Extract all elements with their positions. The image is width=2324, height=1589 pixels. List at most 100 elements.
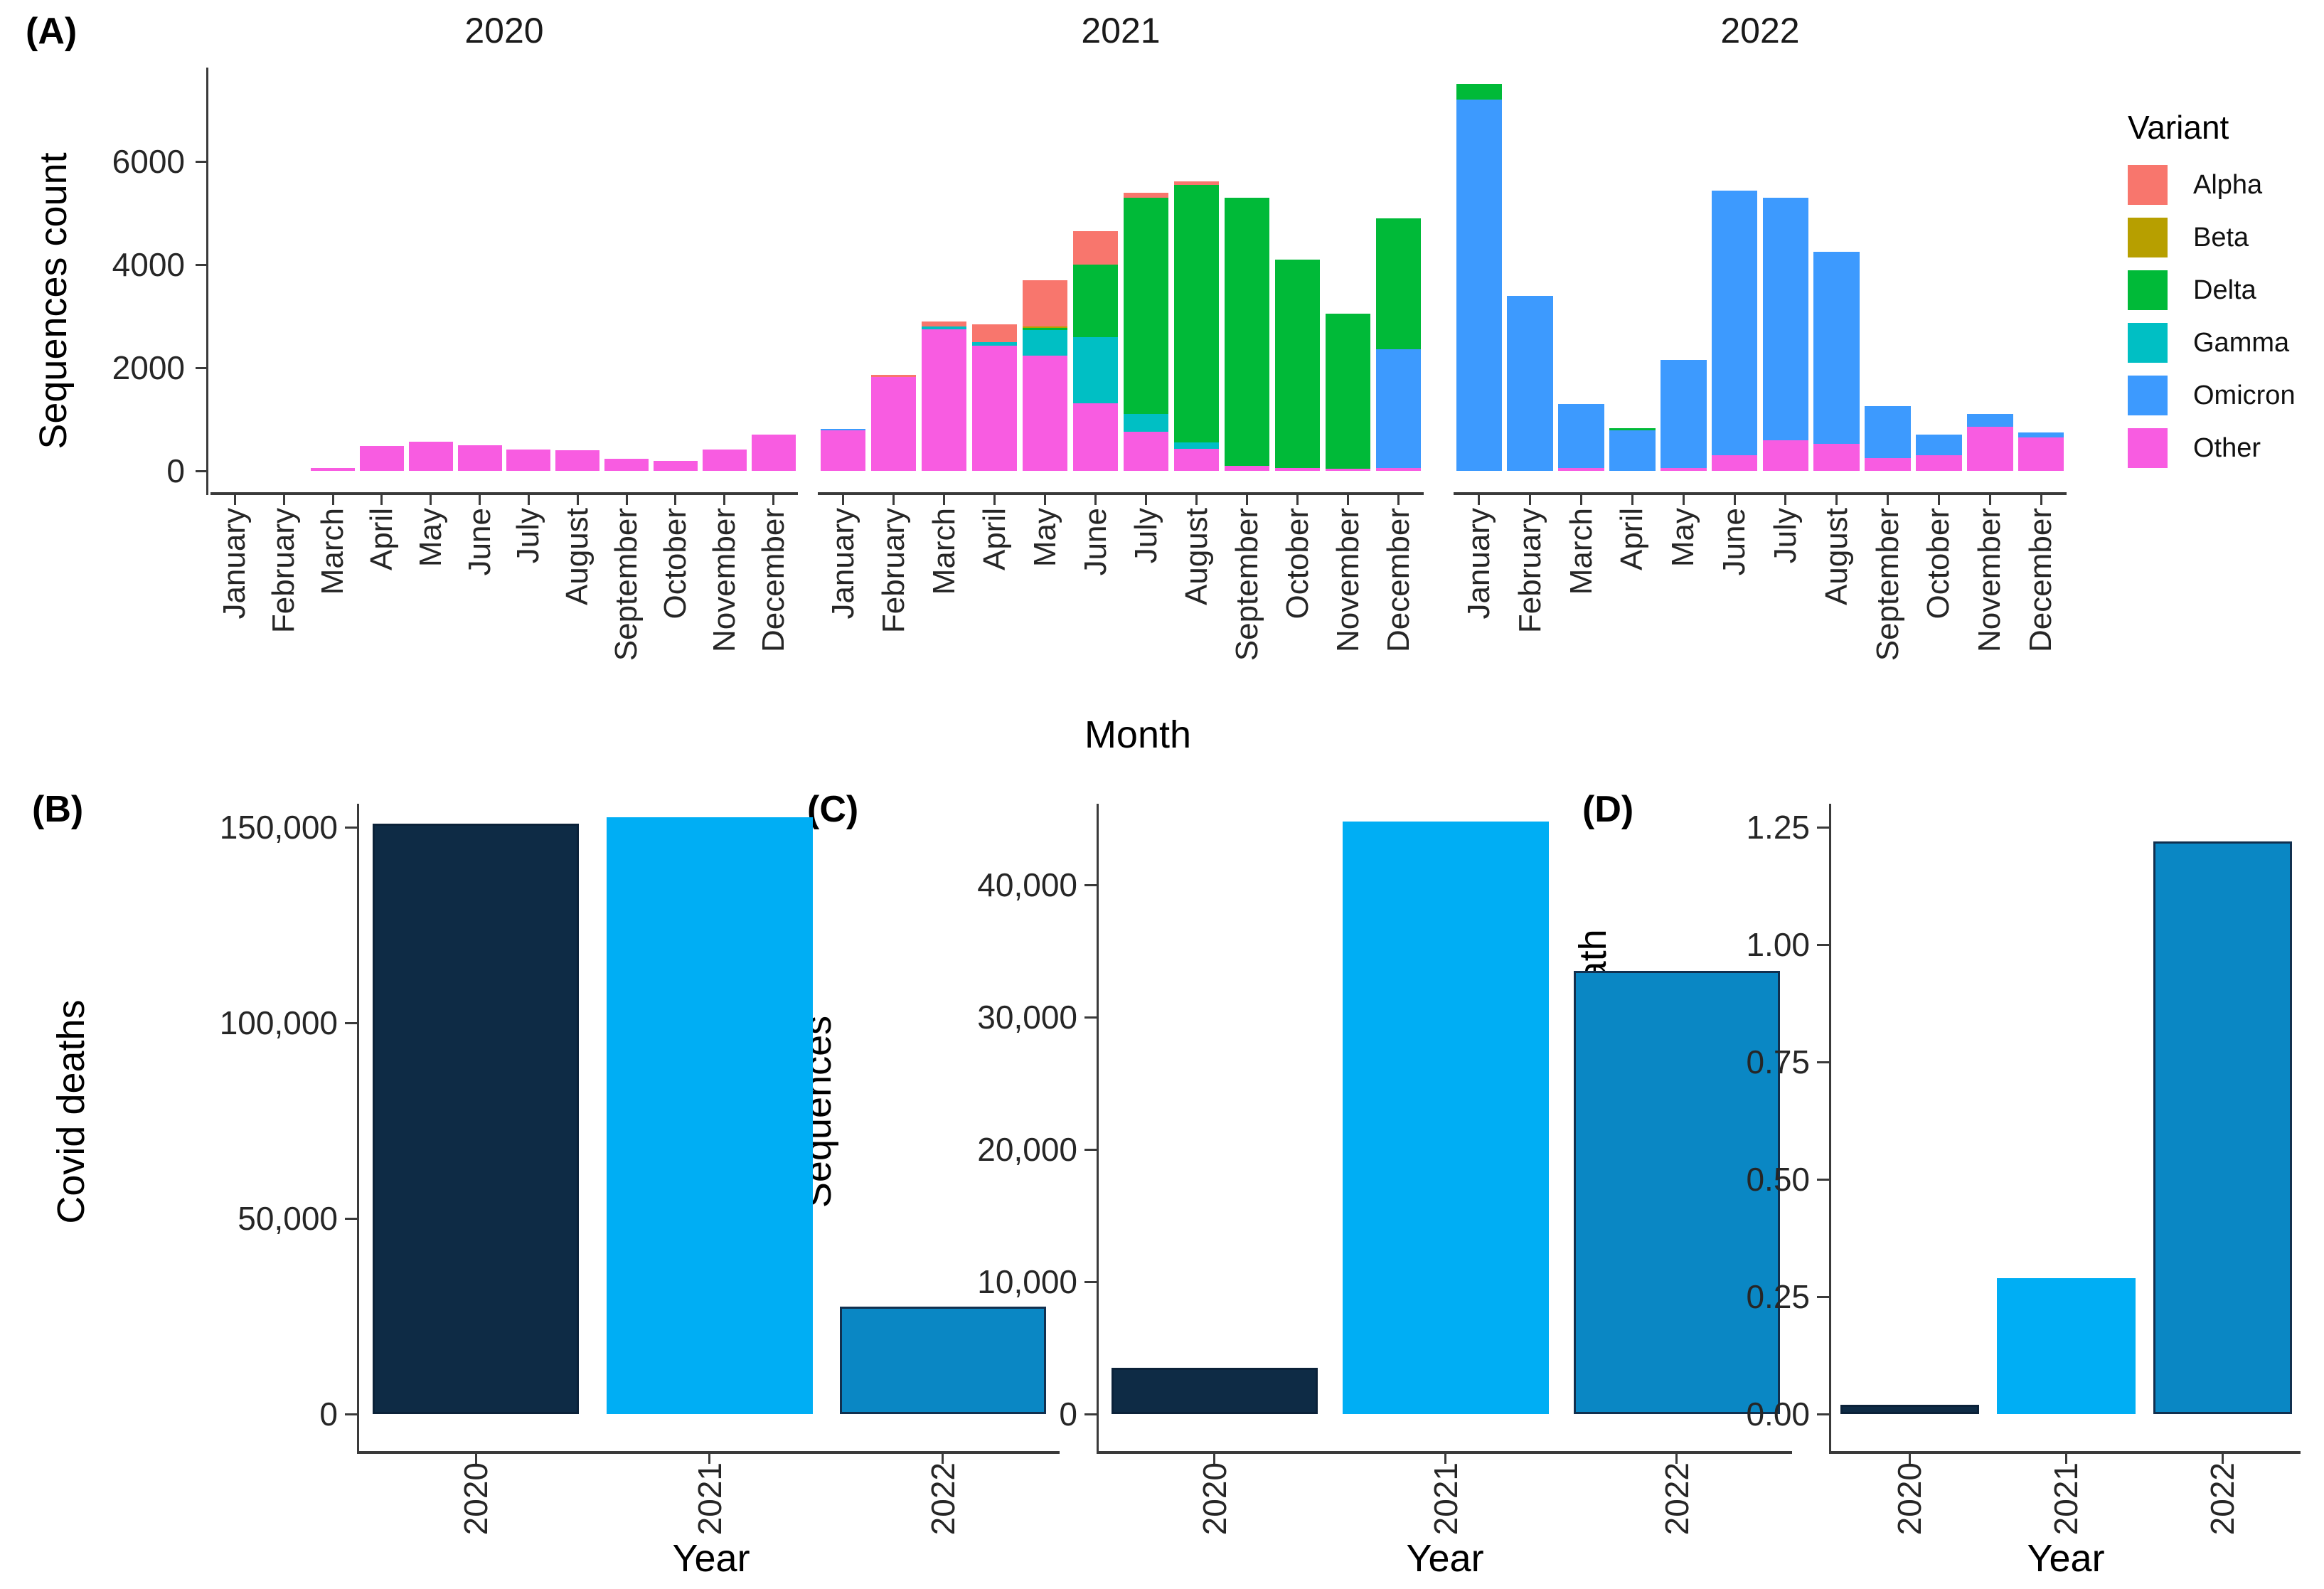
delta-swatch	[2128, 270, 2168, 310]
month-tickmark	[674, 495, 677, 505]
bar-segment-other	[555, 450, 600, 471]
month-tickmark	[625, 495, 628, 505]
panel-d-y-tickmark	[1817, 1413, 1829, 1415]
month-tickmark	[430, 495, 432, 505]
month-tickmark	[1937, 495, 1940, 505]
omicron-swatch	[2128, 376, 2168, 415]
month-label: July	[1128, 508, 1163, 564]
bar-segment-other	[1072, 403, 1119, 471]
bar-c-2020	[1111, 1367, 1318, 1414]
month-tickmark	[1835, 495, 1838, 505]
month-tickmark	[1733, 495, 1736, 505]
panel-b-y-tick-label: 150,000	[219, 809, 338, 846]
year-label: 2020	[457, 1462, 495, 1536]
bar-segment-omicron	[1711, 190, 1758, 456]
other-swatch	[2128, 428, 2168, 468]
facet-title-2021: 2021	[1081, 11, 1161, 51]
month-label: November	[706, 508, 742, 652]
bar-segment-gamma	[1072, 336, 1119, 404]
month-label: February	[875, 508, 911, 634]
bar-segment-omicron	[2017, 432, 2064, 437]
bar-segment-delta	[1123, 197, 1169, 414]
bar-segment-gamma	[1022, 330, 1068, 356]
panel-c-x-axis-title: Year	[1406, 1537, 1484, 1580]
panel-a-y-tickmark	[196, 263, 206, 266]
bar-segment-other	[408, 442, 453, 471]
panel-a-y-axis-line	[206, 68, 208, 495]
bar-segment-omicron	[1916, 435, 1962, 456]
panel-b-y-axis-title: Covid deaths	[50, 999, 92, 1224]
panel-b-y-tickmark	[345, 1217, 357, 1220]
month-label: August	[1818, 508, 1854, 605]
year-tickmark	[1213, 1454, 1215, 1464]
panel-c-y-tickmark	[1084, 1413, 1097, 1415]
bar-segment-other	[311, 467, 356, 471]
panel-d-y-tickmark	[1817, 1178, 1829, 1181]
bar-segment-other	[1022, 356, 1068, 471]
bar-segment-other	[359, 446, 404, 471]
bar-segment-delta	[1375, 218, 1422, 349]
bar-segment-omicron	[1966, 414, 2013, 427]
gamma-swatch	[2128, 323, 2168, 363]
facet-title-2020: 2020	[464, 11, 544, 51]
bar-segment-other	[1865, 457, 1911, 471]
month-tickmark	[1887, 495, 1889, 505]
month-label: January	[1461, 508, 1496, 620]
bar-segment-delta	[1173, 184, 1220, 443]
year-tickmark	[1444, 1454, 1446, 1464]
panel-d-y-tick-label: 1.00	[1746, 926, 1810, 963]
month-label: June	[462, 508, 497, 576]
month-label: May	[412, 508, 448, 568]
year-tickmark	[942, 1454, 944, 1464]
bar-segment-gamma	[971, 341, 1018, 346]
bar-segment-other	[1762, 440, 1809, 471]
month-tickmark	[1094, 495, 1097, 505]
month-tickmark	[331, 495, 334, 505]
bar-segment-omicron	[1865, 406, 1911, 458]
month-label: September	[609, 508, 644, 661]
panel-a-y-tickmark	[196, 160, 206, 163]
month-tickmark	[993, 495, 996, 505]
legend-entry-beta: Beta	[2128, 218, 2296, 257]
bar-segment-other	[1173, 448, 1220, 471]
month-tickmark	[1988, 495, 1991, 505]
bar-segment-other	[1813, 444, 1860, 471]
month-tickmark	[1397, 495, 1400, 505]
month-label: November	[1330, 508, 1365, 652]
month-label: July	[1767, 508, 1803, 564]
month-label: January	[217, 508, 252, 620]
panel-c-y-tickmark	[1084, 1016, 1097, 1019]
legend-label: Gamma	[2193, 327, 2290, 358]
bar-segment-beta	[1022, 326, 1068, 329]
month-label: December	[2023, 508, 2059, 652]
month-tickmark	[1296, 495, 1299, 505]
bar-segment-other	[1274, 468, 1321, 471]
panel-c-y-tick-label: 40,000	[977, 866, 1077, 903]
panel-d-y-tick-label: 0.25	[1746, 1278, 1810, 1315]
bar-segment-other	[751, 435, 796, 471]
bar-segment-other	[1711, 455, 1758, 471]
month-label: September	[1870, 508, 1905, 661]
panel-d-tag: (D)	[1582, 789, 1634, 830]
bar-b-2021	[606, 817, 813, 1414]
month-label: December	[755, 508, 791, 652]
bar-segment-other	[921, 329, 967, 471]
month-tickmark	[1195, 495, 1198, 505]
month-label: March	[1563, 508, 1599, 595]
bar-segment-other	[506, 450, 551, 471]
month-label: June	[1077, 508, 1113, 576]
bar-segment-other	[457, 445, 502, 471]
bar-segment-omicron	[1558, 403, 1604, 469]
month-label: April	[976, 508, 1012, 571]
bar-segment-other	[653, 461, 698, 471]
bar-segment-delta	[1224, 197, 1270, 467]
month-label: September	[1229, 508, 1264, 661]
bar-segment-other	[2017, 437, 2064, 471]
bar-segment-other	[1916, 455, 1962, 471]
bar-segment-alpha	[1173, 181, 1220, 185]
bar-segment-delta	[1609, 427, 1656, 430]
panel-c-x-axis-line	[1097, 1451, 1792, 1454]
month-tickmark	[1347, 495, 1349, 505]
panel-b-y-axis-line	[357, 804, 359, 1454]
month-label: October	[657, 508, 693, 620]
